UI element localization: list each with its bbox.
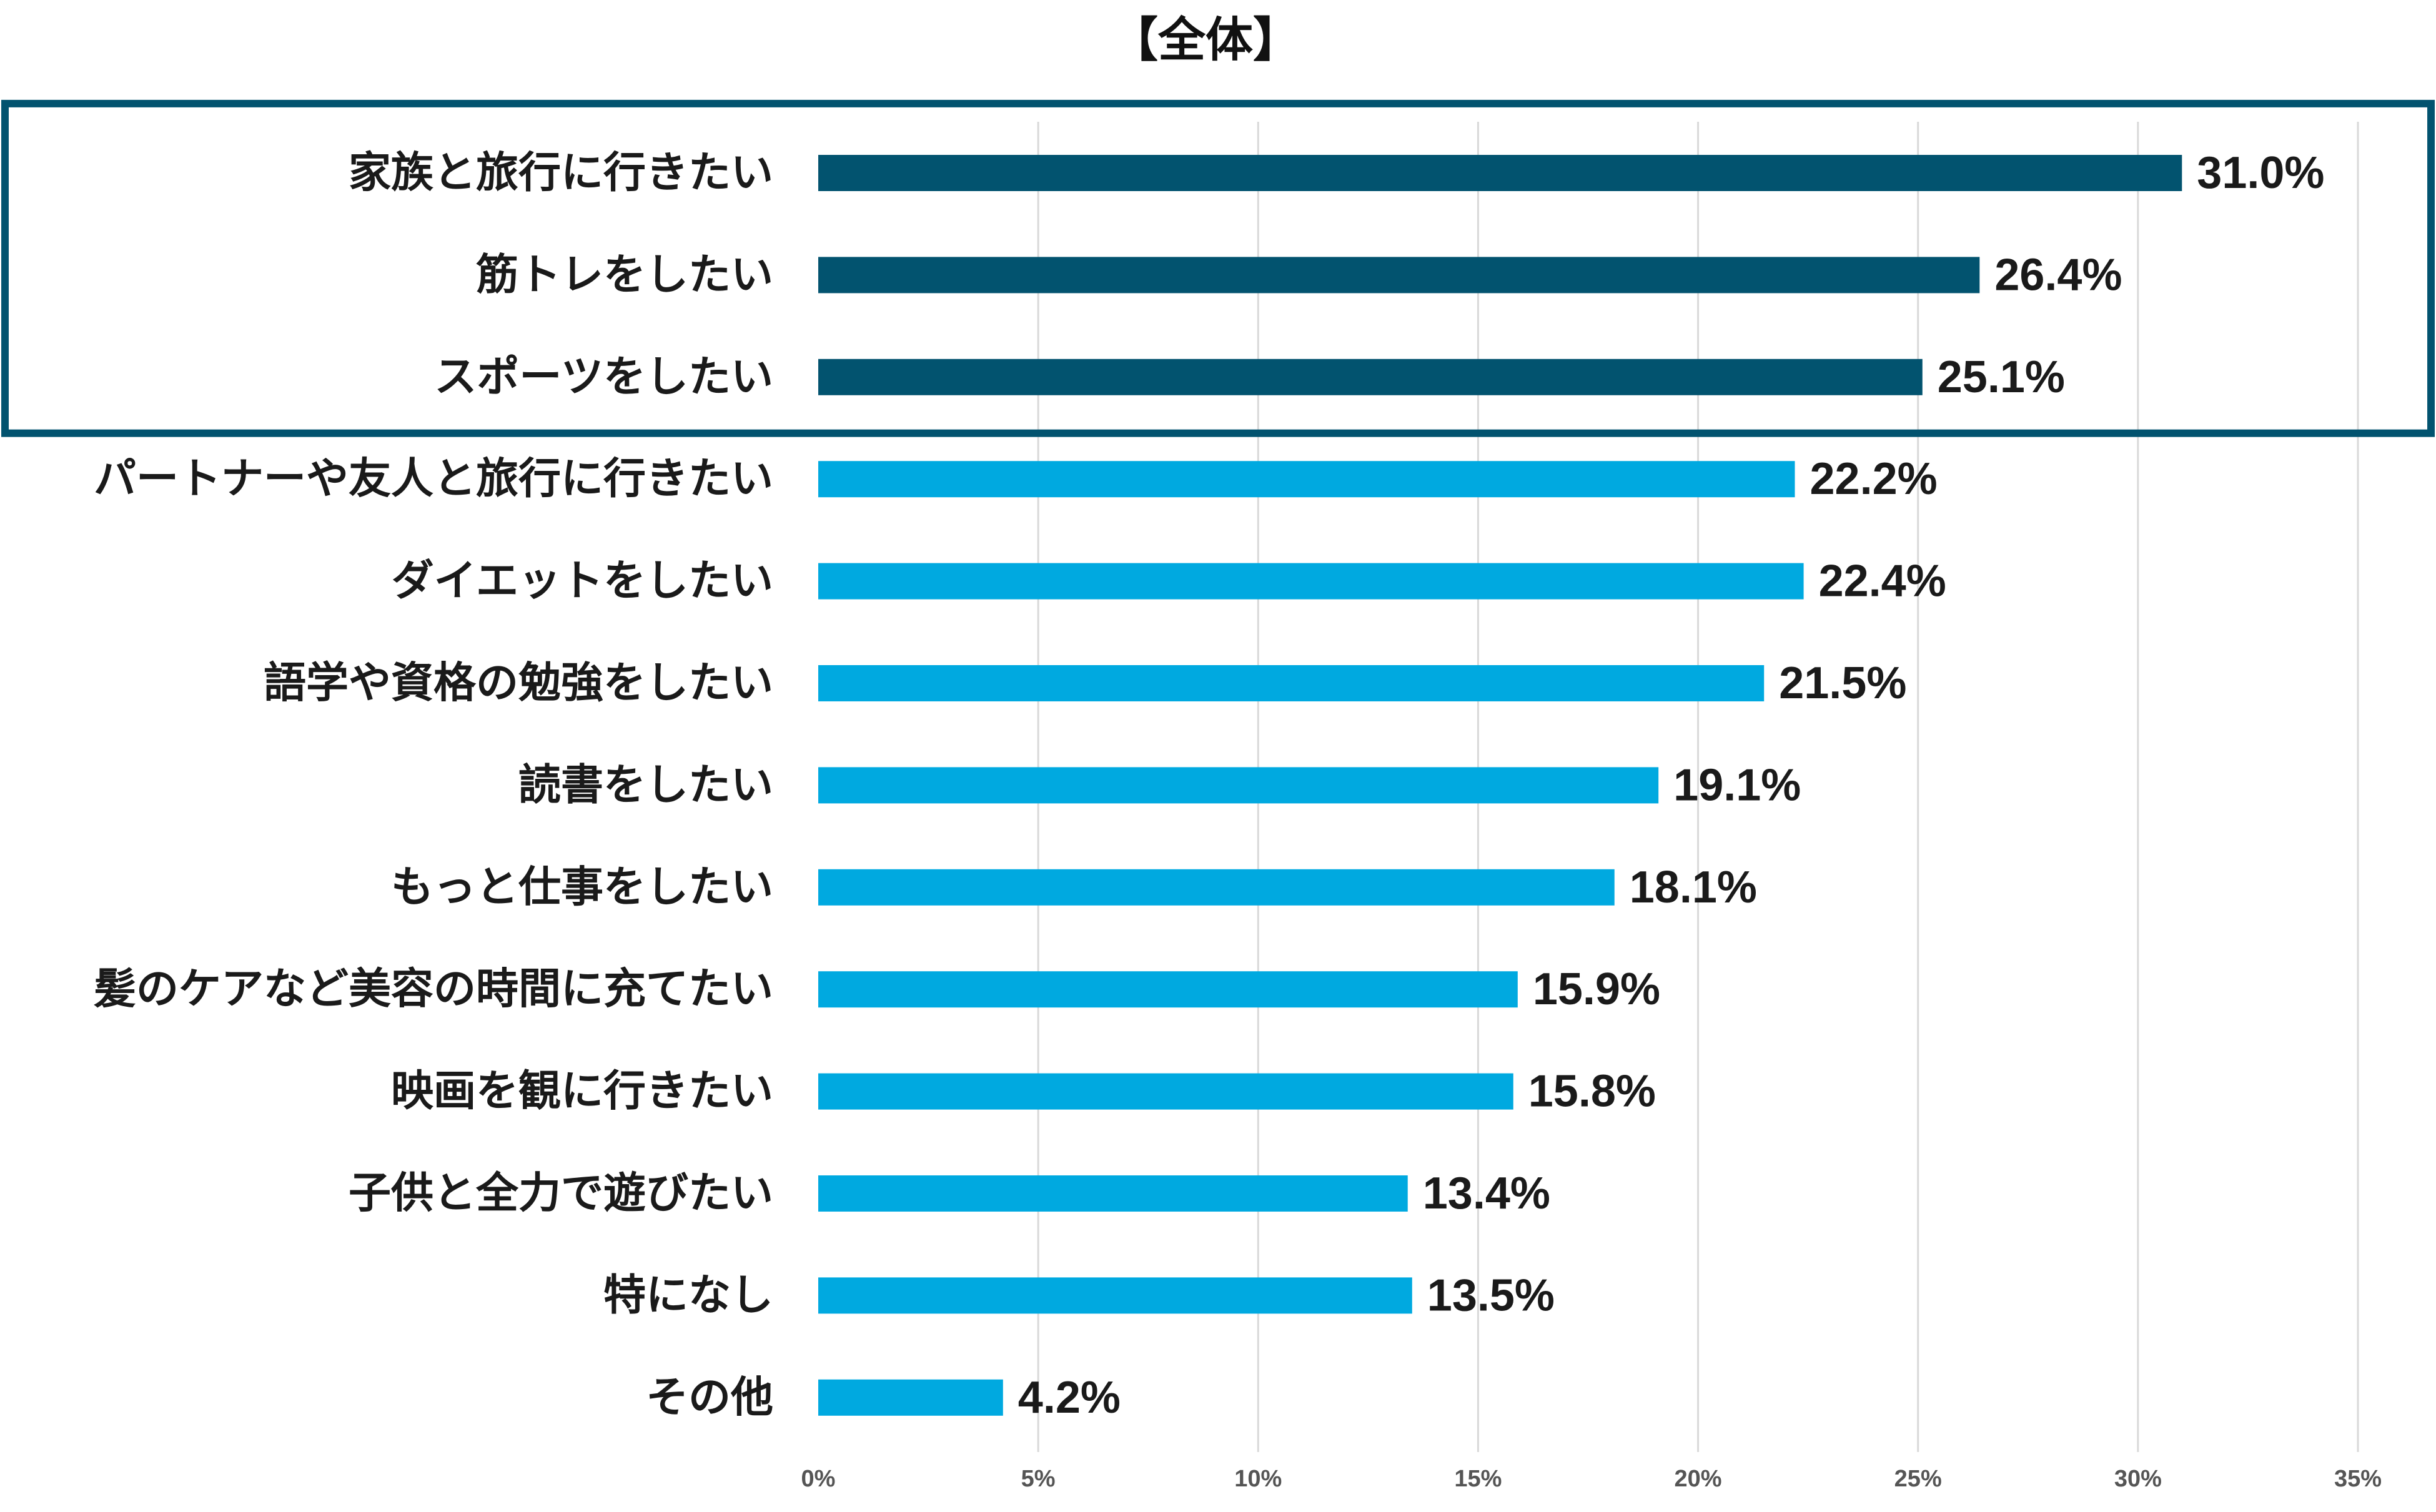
value-label: 19.1%: [1673, 760, 1801, 810]
x-tick-label: 35%: [2334, 1466, 2382, 1492]
category-label: もっと仕事をしたい: [391, 862, 773, 912]
x-tick-label: 25%: [1894, 1466, 1942, 1492]
value-label: 13.5%: [1427, 1270, 1555, 1320]
bar: [818, 1175, 1408, 1212]
value-label: 18.1%: [1630, 862, 1757, 912]
bar: [818, 155, 2182, 191]
bar: [818, 358, 1923, 395]
bar: [818, 665, 1765, 701]
bar: [818, 563, 1804, 600]
category-label: 読書をしたい: [518, 761, 773, 810]
category-label: パートナーや友人と旅行に行きたい: [94, 455, 773, 504]
chart-title: 【全体】: [1111, 12, 1300, 67]
category-label: 語学や資格の勉強をしたい: [264, 659, 773, 708]
bar: [818, 869, 1615, 906]
bar: [818, 1379, 1003, 1416]
value-label: 31.0%: [2197, 148, 2324, 198]
category-label: スポーツをしたい: [434, 352, 773, 402]
bars-layer: [818, 155, 2182, 1416]
value-label: 15.8%: [1528, 1067, 1656, 1117]
value-label: 26.4%: [1994, 250, 2122, 300]
bar: [818, 767, 1659, 804]
x-tick-label: 20%: [1675, 1466, 1722, 1492]
x-tick-label: 5%: [1021, 1466, 1056, 1492]
x-axis-ticks: 0% 5% 10% 15% 20% 25% 30% 35%: [801, 1466, 2382, 1492]
value-label: 4.2%: [1018, 1373, 1121, 1423]
bar: [818, 971, 1518, 1008]
category-label: 特になし: [603, 1271, 773, 1320]
category-label: 筋トレをしたい: [476, 250, 773, 300]
category-label: 映画を観に行きたい: [391, 1067, 773, 1116]
x-tick-label: 0%: [801, 1466, 836, 1492]
highlight-box: [1, 99, 2435, 437]
category-label: 家族と旅行に行きたい: [349, 149, 773, 198]
value-label: 13.4%: [1423, 1169, 1550, 1218]
value-label: 21.5%: [1779, 658, 1906, 708]
category-label: ダイエットをしたい: [392, 556, 773, 606]
value-label: 25.1%: [1938, 352, 2065, 402]
bar: [818, 1073, 1513, 1110]
x-tick-label: 10%: [1234, 1466, 1282, 1492]
value-label: 22.4%: [1819, 556, 1946, 606]
value-label: 15.9%: [1533, 964, 1660, 1014]
category-label: 髪のケアなど美容の時間に充てたい: [94, 965, 773, 1014]
category-label: その他: [646, 1373, 773, 1422]
category-label: 子供と全力で遊びたい: [349, 1169, 773, 1218]
bar: [818, 461, 1795, 498]
bar: [818, 1277, 1412, 1314]
labels-layer: 家族と旅行に行きたい 31.0% 筋トレをしたい 26.4% スポーツをしたい 25.1%…: [94, 148, 2324, 1423]
x-tick-label: 15%: [1454, 1466, 1502, 1492]
value-label: 22.2%: [1810, 454, 1938, 504]
bar: [818, 257, 1980, 294]
x-tick-label: 30%: [2114, 1466, 2162, 1492]
